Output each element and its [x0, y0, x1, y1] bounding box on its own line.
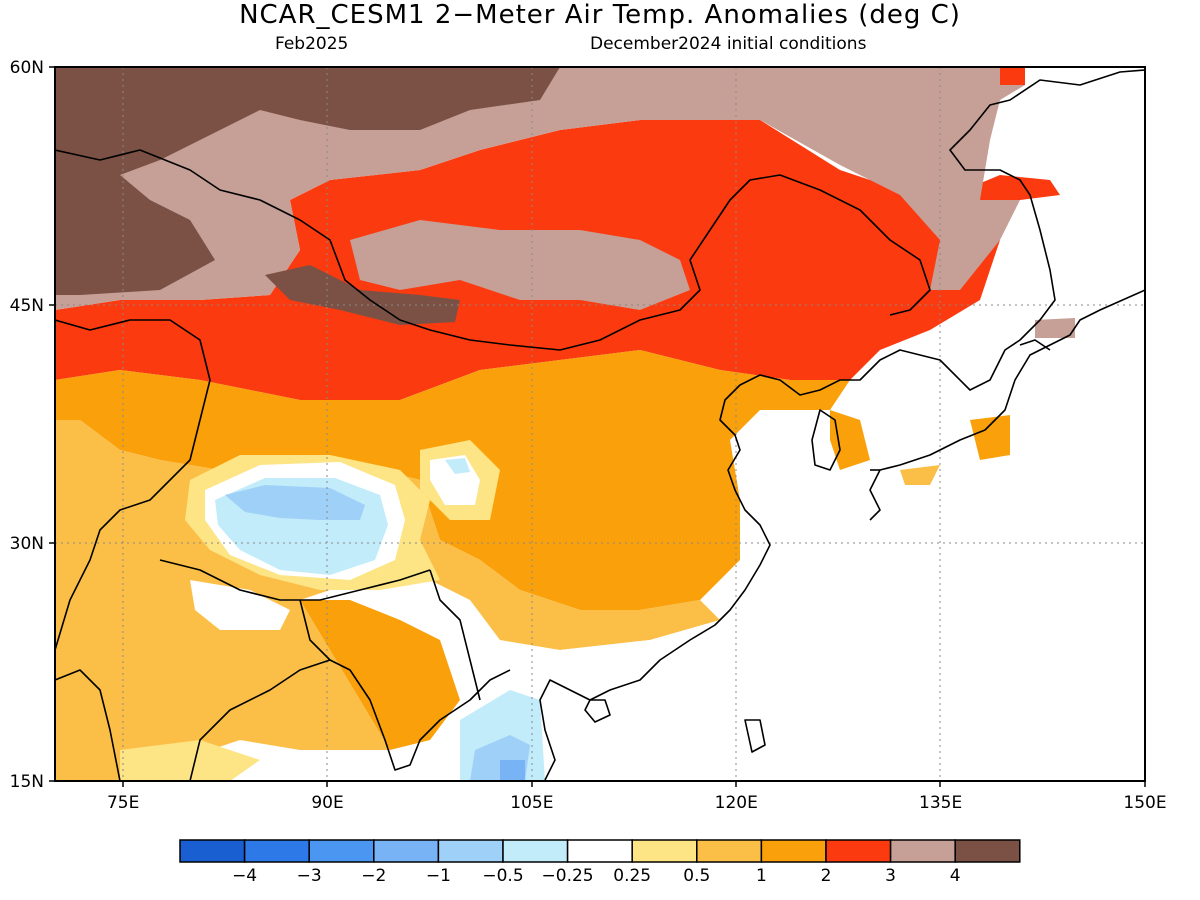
latitude-labels: 60N 45N 30N 15N — [10, 58, 44, 792]
anomaly-region-0.25-0.5-c — [120, 740, 260, 781]
anomaly-field — [55, 67, 1145, 781]
anomaly-region-neg-0.5 — [225, 485, 365, 520]
colorbar-swatch — [631, 839, 698, 863]
anomaly-region-1-2-japan — [970, 415, 1010, 460]
lon-tick-label: 75E — [107, 793, 139, 813]
colorbar-label: 0.5 — [683, 866, 710, 886]
lon-tick-label: 135E — [919, 793, 962, 813]
colorbar-swatch — [502, 839, 569, 863]
lon-tick-label: 120E — [715, 793, 758, 813]
lat-tick-label: 15N — [10, 772, 44, 792]
colorbar-swatch — [243, 839, 310, 863]
colorbar-label: 4 — [950, 866, 961, 886]
colorbar-label: 1 — [756, 866, 767, 886]
colorbar-swatch — [760, 839, 827, 863]
colorbar-label: −0.5 — [482, 866, 523, 886]
anomaly-region-gt-4 — [55, 67, 560, 295]
lon-tick-label: 105E — [510, 793, 553, 813]
lat-tick-label: 60N — [10, 58, 44, 78]
colorbar-label: −4 — [232, 866, 257, 886]
forecast-month: Feb2025 — [275, 34, 349, 54]
anomaly-region-neg-0.25-c — [445, 458, 470, 474]
anomaly-region-neg-1 — [500, 760, 525, 781]
colorbar-swatch — [373, 839, 440, 863]
initial-conditions: December2024 initial conditions — [590, 34, 867, 54]
anomaly-region-neutral-d — [470, 620, 800, 781]
colorbar-swatch — [566, 839, 633, 863]
colorbar-label: −2 — [361, 866, 386, 886]
anomaly-region-3-4 — [55, 67, 1025, 310]
colorbar-label: 0.25 — [613, 866, 651, 886]
anomaly-region-2-3-top — [1000, 67, 1025, 85]
anomaly-region-0.5-1-sea — [900, 465, 940, 485]
colorbar-label: 2 — [821, 866, 832, 886]
colorbar-swatch — [954, 839, 1021, 863]
colorbar-swatch — [889, 839, 956, 863]
colorbar-swatch — [437, 839, 504, 863]
anomaly-region-neutral-c — [190, 580, 290, 630]
lat-tick-label: 30N — [10, 534, 44, 554]
anomaly-region-1-2-india — [300, 600, 460, 750]
coastlines-borders — [55, 69, 1145, 781]
map-title: NCAR_CESM1 2−Meter Air Temp. Anomalies (… — [239, 0, 961, 30]
lat-tick-label: 45N — [10, 296, 44, 316]
anomaly-region-1-2-korea — [830, 410, 870, 470]
longitude-labels: 75E 90E 105E 120E 135E 150E — [107, 793, 1167, 813]
colorbar-swatch — [696, 839, 763, 863]
anomaly-region-3-4-hokkaido — [1035, 318, 1075, 338]
colorbar-label: −0.25 — [542, 866, 594, 886]
map-frame — [54, 66, 1146, 782]
anomaly-region-3-4-mongolia — [350, 220, 690, 310]
colorbar-label: −3 — [297, 866, 322, 886]
colorbar-swatch — [179, 839, 246, 863]
colorbar-swatch — [308, 839, 375, 863]
colorbar-swatch — [825, 839, 892, 863]
colorbar-label: 3 — [885, 866, 896, 886]
tick-marks — [49, 66, 1146, 787]
lon-tick-label: 90E — [311, 793, 343, 813]
colorbar: −4 −3 −2 −1 −0.5 −0.25 0.25 0.5 1 2 3 4 — [179, 839, 1021, 886]
colorbar-label: −1 — [426, 866, 451, 886]
graticule — [55, 67, 1145, 781]
lon-tick-label: 150E — [1123, 793, 1166, 813]
